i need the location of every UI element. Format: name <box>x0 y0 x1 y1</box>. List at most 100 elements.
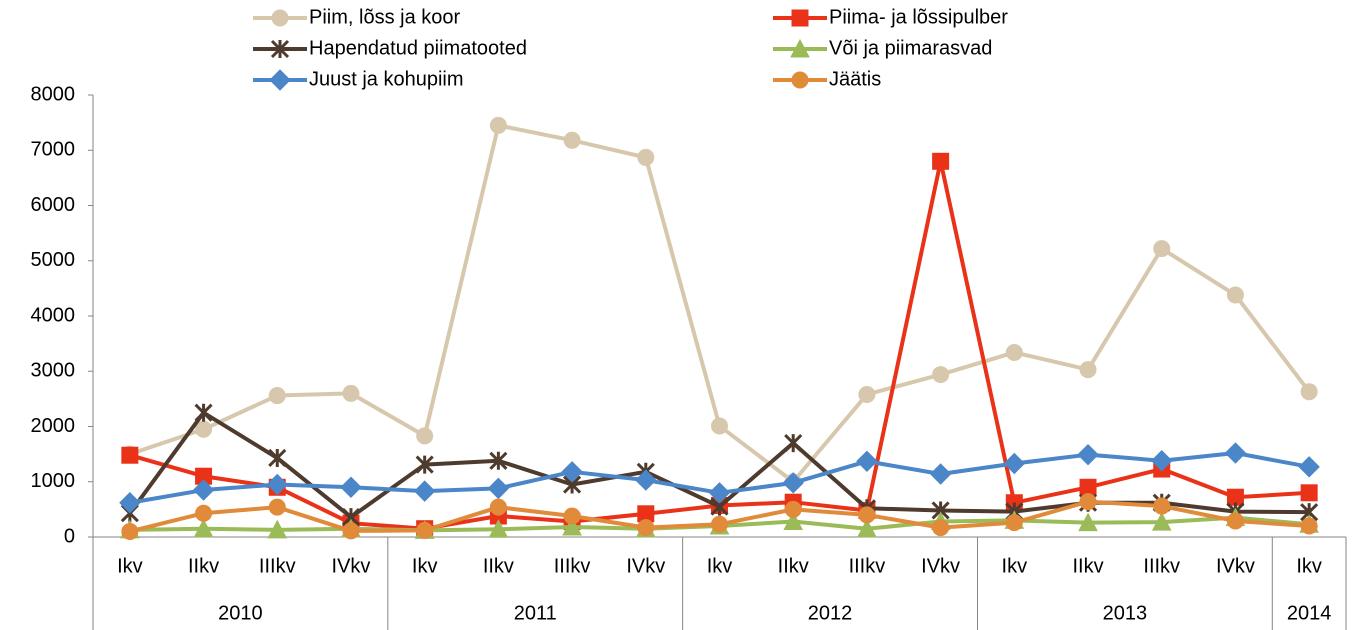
marker <box>268 448 287 468</box>
marker <box>1077 443 1099 466</box>
legend-label: Piim, lõss ja koor <box>309 6 460 28</box>
marker <box>932 366 950 384</box>
marker <box>932 519 950 537</box>
marker <box>1300 484 1318 502</box>
marker <box>119 492 141 514</box>
marker <box>1300 517 1318 535</box>
x-tick-label: IIkv <box>1072 555 1103 577</box>
x-tick-label: IIIkv <box>259 555 296 577</box>
marker <box>637 148 655 166</box>
marker <box>342 522 360 540</box>
y-tick-label: 6000 <box>31 194 76 216</box>
marker <box>856 450 878 473</box>
series-line <box>129 159 1310 531</box>
marker <box>489 116 507 134</box>
marker <box>413 480 436 502</box>
marker <box>193 518 214 538</box>
x-tick-label: IVkv <box>332 555 371 577</box>
marker <box>340 476 362 498</box>
x-tick-label: IIkv <box>188 555 219 577</box>
marker <box>1079 493 1097 511</box>
marker <box>194 403 213 422</box>
x-group-label: 2012 <box>808 602 853 624</box>
legend-marker <box>269 69 291 91</box>
marker <box>489 498 507 516</box>
marker <box>1079 478 1097 496</box>
marker <box>1079 361 1097 379</box>
x-tick-label: IIkv <box>483 555 514 577</box>
marker <box>1224 442 1247 464</box>
legend-marker <box>791 9 809 27</box>
marker <box>858 506 876 524</box>
marker <box>563 131 581 149</box>
x-group-label: 2011 <box>514 602 557 624</box>
y-tick-label: 5000 <box>31 249 76 271</box>
legend-label: Või ja piimarasvad <box>829 37 992 59</box>
y-tick-label: 8000 <box>31 83 76 105</box>
y-tick-label: 4000 <box>31 304 76 326</box>
marker <box>1005 343 1023 361</box>
marker <box>1151 512 1172 531</box>
x-tick-label: IIIkv <box>1143 555 1180 577</box>
x-tick-label: IIIkv <box>849 555 886 577</box>
marker <box>1005 514 1023 532</box>
legend-label: Jäätis <box>829 68 881 90</box>
marker <box>708 482 731 504</box>
marker <box>268 498 286 516</box>
marker <box>1078 512 1098 532</box>
y-tick-label: 0 <box>64 525 75 547</box>
legend-label: Juust ja kohupiim <box>309 68 464 90</box>
marker <box>1153 240 1171 258</box>
marker <box>929 463 952 485</box>
marker <box>1153 497 1171 515</box>
y-tick-label: 7000 <box>31 139 76 161</box>
x-tick-label: IVkv <box>921 555 960 577</box>
x-tick-label: IIkv <box>778 555 809 577</box>
x-tick-label: Ikv <box>1296 555 1322 577</box>
x-tick-label: Ikv <box>412 555 438 577</box>
marker <box>635 469 657 491</box>
marker <box>266 473 288 496</box>
marker <box>489 451 508 470</box>
marker <box>488 519 509 538</box>
legend-marker <box>791 71 809 89</box>
marker <box>783 511 804 531</box>
marker <box>711 515 728 533</box>
x-group-label: 2013 <box>1103 602 1148 624</box>
marker <box>561 461 583 483</box>
marker <box>562 516 582 536</box>
x-tick-label: IVkv <box>1216 555 1255 577</box>
marker <box>1226 512 1244 530</box>
marker <box>1003 452 1026 475</box>
marker <box>121 522 139 540</box>
marker <box>1300 383 1318 401</box>
x-group-label: 2014 <box>1287 602 1332 624</box>
marker <box>342 384 360 402</box>
marker <box>857 518 877 538</box>
marker <box>267 519 288 539</box>
marker <box>932 152 950 170</box>
x-tick-label: IVkv <box>626 555 665 577</box>
legend-label: Piima- ja lõssipulber <box>829 6 1008 28</box>
x-tick-label: Ikv <box>707 555 733 577</box>
x-tick-label: Ikv <box>1002 555 1028 577</box>
y-tick-label: 2000 <box>31 415 76 437</box>
marker <box>858 385 876 403</box>
marker <box>487 477 510 500</box>
y-tick-label: 3000 <box>31 360 76 382</box>
marker <box>416 521 434 539</box>
marker <box>1226 286 1244 304</box>
marker <box>268 387 286 405</box>
marker <box>563 507 581 525</box>
marker <box>1298 456 1320 478</box>
marker <box>784 434 803 453</box>
marker <box>416 427 434 445</box>
marker <box>711 417 728 435</box>
marker <box>782 472 804 494</box>
legend-label: Hapendatud piimatooted <box>309 37 527 59</box>
marker <box>195 504 213 522</box>
legend-marker <box>271 9 289 27</box>
legend-marker <box>270 39 290 59</box>
marker <box>121 446 139 464</box>
x-tick-label: IIIkv <box>554 555 591 577</box>
